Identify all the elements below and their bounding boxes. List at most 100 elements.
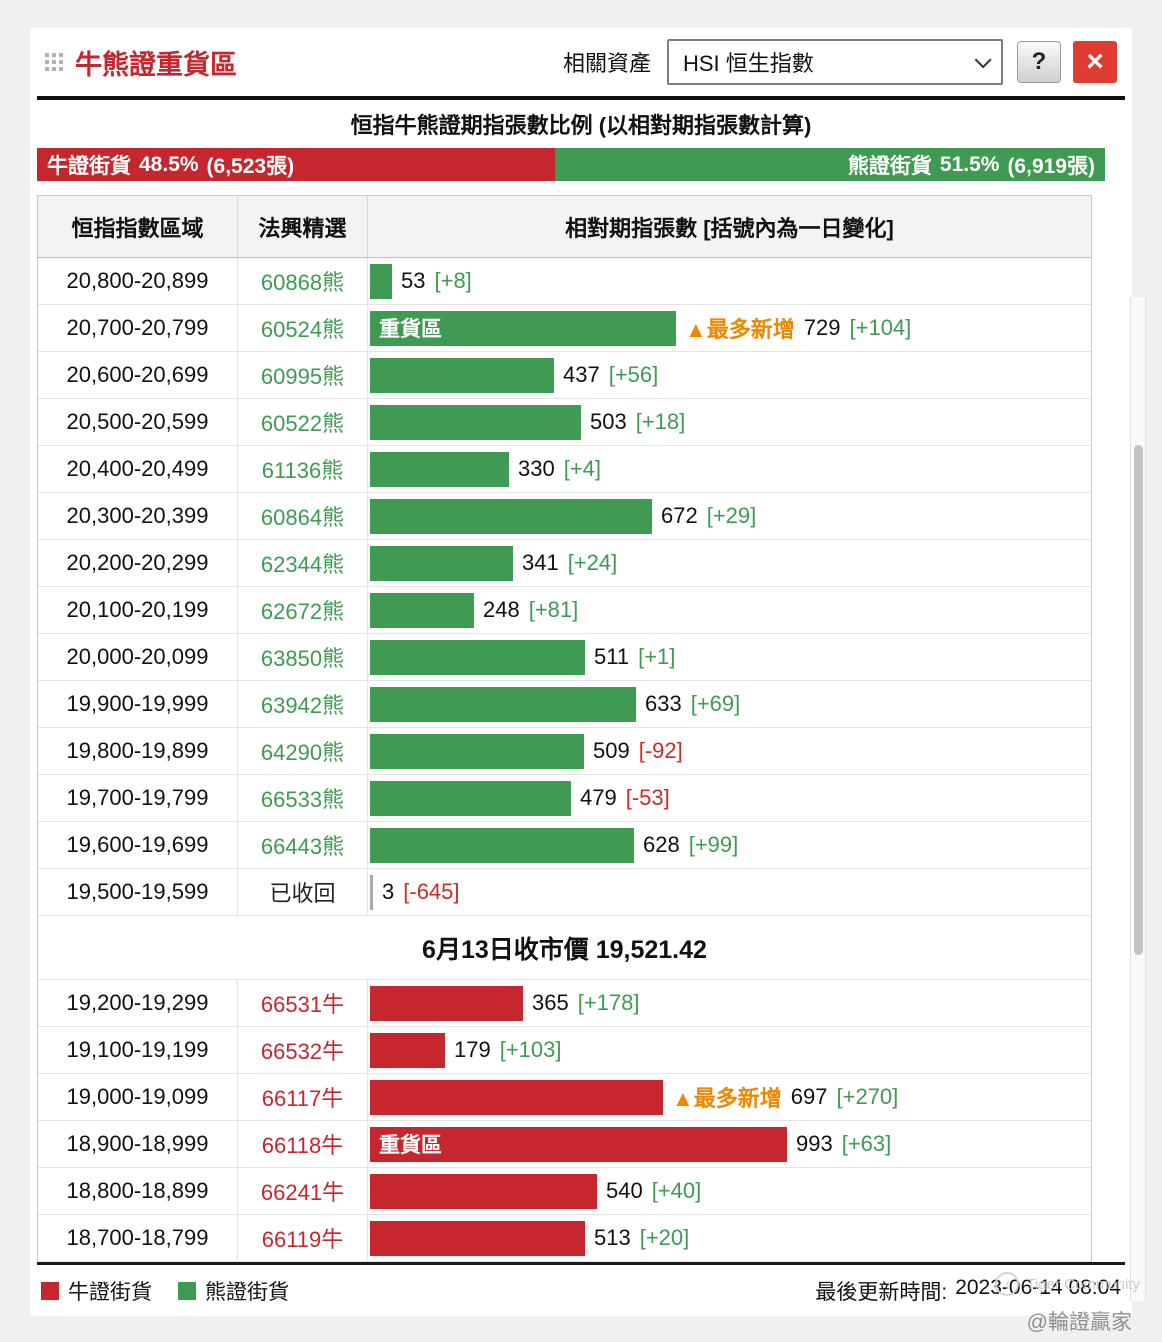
- day-change: [+29]: [706, 503, 757, 528]
- table-row: 20,600-20,699 60995熊 437 [+56]: [38, 352, 1091, 399]
- close-price-divider: 6月13日收市價 19,521.42: [38, 916, 1091, 980]
- cbbc-code: 62672熊: [238, 587, 368, 633]
- bull-bear-ratio-bar: 牛證街貨 48.5% (6,523張) 熊證街貨 51.5% (6,919張): [37, 148, 1105, 181]
- outstanding-bar: [370, 686, 636, 722]
- index-range: 19,700-19,799: [38, 775, 238, 821]
- cbbc-code: 60868熊: [238, 258, 368, 304]
- outstanding-value: 628: [643, 832, 680, 857]
- day-change: [+81]: [528, 597, 579, 622]
- table-row: 18,700-18,799 66119牛 513 [+20]: [38, 1215, 1091, 1262]
- asset-select-value: HSI 恒生指數: [683, 51, 814, 76]
- header-sg-picks: 法興精選: [238, 196, 368, 257]
- table-row: 20,300-20,399 60864熊 672 [+29]: [38, 493, 1091, 540]
- index-range: 19,900-19,999: [38, 681, 238, 727]
- cbbc-code: 66532牛: [238, 1027, 368, 1073]
- index-range: 18,800-18,899: [38, 1168, 238, 1214]
- table-row: 19,000-19,099 66117牛 ▲最多新增 697 [+270]: [38, 1074, 1091, 1121]
- day-change: [+178]: [577, 990, 640, 1015]
- outstanding-bar: [370, 1032, 445, 1068]
- asset-select[interactable]: HSI 恒生指數: [667, 39, 1003, 85]
- bear-ratio-label: 熊證街貨: [847, 154, 932, 178]
- index-range: 20,500-20,599: [38, 399, 238, 445]
- bar-cell: 503 [+18]: [368, 399, 1091, 445]
- outstanding-bar: [370, 357, 554, 393]
- legend-item-bull: 牛證街貨: [41, 1276, 152, 1306]
- table-row: 20,700-20,799 60524熊 重貨區 ▲最多新增 729 [+104]: [38, 305, 1091, 352]
- table-row: 20,800-20,899 60868熊 53 [+8]: [38, 258, 1091, 305]
- outstanding-bar: [370, 404, 581, 440]
- outstanding-value: 729: [803, 315, 841, 340]
- day-change: [-645]: [403, 879, 460, 904]
- page-title: 牛熊證重貨區: [75, 49, 237, 80]
- title-controls: 相關資產 HSI 恒生指數 ? ×: [563, 39, 1117, 85]
- most-added-badge: ▲最多新增: [685, 317, 795, 342]
- outstanding-value: 341: [522, 550, 559, 575]
- index-range: 18,900-18,999: [38, 1121, 238, 1167]
- table-row: 20,000-20,099 63850熊 511 [+1]: [38, 634, 1091, 681]
- table-row: 19,700-19,799 66533熊 479 [-53]: [38, 775, 1091, 822]
- index-range: 20,600-20,699: [38, 352, 238, 398]
- outstanding-value: 503: [590, 409, 627, 434]
- index-range: 19,800-19,899: [38, 728, 238, 774]
- outstanding-bar: 重貨區: [370, 1126, 787, 1162]
- bar-cell: 511 [+1]: [368, 634, 1091, 680]
- cbbc-table: 恒指指數區域 法興精選 相對期指張數 [括號內為一日變化] 20,800-20,…: [37, 195, 1092, 1262]
- outstanding-value: 511: [594, 644, 630, 669]
- bar-cell: 365 [+178]: [368, 980, 1091, 1026]
- bar-cell: 179 [+103]: [368, 1027, 1091, 1073]
- bar-cell: 重貨區 993 [+63]: [368, 1121, 1091, 1167]
- heavy-zone-badge: 重貨區: [379, 318, 442, 341]
- outstanding-bar: [370, 985, 523, 1021]
- bar-cell: 509 [-92]: [368, 728, 1091, 774]
- bar-cell: 437 [+56]: [368, 352, 1091, 398]
- related-asset-label: 相關資產: [562, 51, 651, 76]
- cbbc-heavy-zone-widget: 牛熊證重貨區 相關資產 HSI 恒生指數 ? × 恒指牛熊證期指張數比例 (以相…: [30, 28, 1132, 1316]
- outstanding-value: 993: [796, 1131, 833, 1156]
- outstanding-value: 248: [483, 597, 520, 622]
- outstanding-bar: 重貨區: [370, 310, 676, 346]
- outstanding-bar: [370, 1079, 663, 1115]
- day-change: [+103]: [499, 1037, 562, 1062]
- day-change: [+24]: [567, 550, 618, 575]
- outstanding-bar: [370, 874, 373, 910]
- index-range: 19,000-19,099: [38, 1074, 238, 1120]
- cbbc-code: 63942熊: [238, 681, 368, 727]
- outstanding-bar: [370, 1220, 585, 1256]
- outstanding-value: 479: [580, 785, 617, 810]
- outstanding-bar: [370, 263, 392, 299]
- day-change: [+56]: [608, 362, 659, 387]
- close-button[interactable]: ×: [1073, 41, 1117, 83]
- day-change: [+69]: [690, 691, 741, 716]
- day-change: [+1]: [638, 644, 676, 669]
- legend-item-bear: 熊證街貨: [178, 1276, 289, 1306]
- table-row: 19,600-19,699 66443熊 628 [+99]: [38, 822, 1091, 869]
- outstanding-bar: [370, 592, 474, 628]
- bar-cell: 重貨區 ▲最多新增 729 [+104]: [368, 305, 1091, 351]
- day-change: [+270]: [836, 1084, 899, 1109]
- cbbc-code: 66443熊: [238, 822, 368, 868]
- table-header: 恒指指數區域 法興精選 相對期指張數 [括號內為一日變化]: [38, 196, 1091, 258]
- bull-ratio-pct: 48.5%: [139, 152, 199, 176]
- day-change: [-53]: [625, 785, 670, 810]
- cbbc-code: 66117牛: [238, 1074, 368, 1120]
- scrollbar-thumb[interactable]: [1134, 445, 1143, 955]
- bar-cell: 479 [-53]: [368, 775, 1091, 821]
- vertical-scrollbar[interactable]: [1130, 297, 1146, 1301]
- outstanding-bar: [370, 1173, 597, 1209]
- help-button[interactable]: ?: [1017, 41, 1061, 83]
- table-row: 20,200-20,299 62344熊 341 [+24]: [38, 540, 1091, 587]
- bar-cell: 513 [+20]: [368, 1215, 1091, 1261]
- bar-cell: 330 [+4]: [368, 446, 1091, 492]
- table-row: 20,100-20,199 62672熊 248 [+81]: [38, 587, 1091, 634]
- close-icon: ×: [1086, 45, 1104, 78]
- bar-cell: 53 [+8]: [368, 258, 1091, 304]
- drag-handle-icon[interactable]: [45, 53, 63, 71]
- outstanding-bar: [370, 827, 634, 863]
- outstanding-value: 513: [594, 1225, 631, 1250]
- bear-ratio-pct: 51.5%: [939, 152, 1000, 176]
- cbbc-code: 66119牛: [238, 1215, 368, 1261]
- cbbc-code: 61136熊: [238, 446, 368, 492]
- heavy-zone-badge: 重貨區: [379, 1134, 442, 1157]
- table-row: 18,900-18,999 66118牛 重貨區 993 [+63]: [38, 1121, 1091, 1168]
- day-change: [+40]: [651, 1178, 702, 1203]
